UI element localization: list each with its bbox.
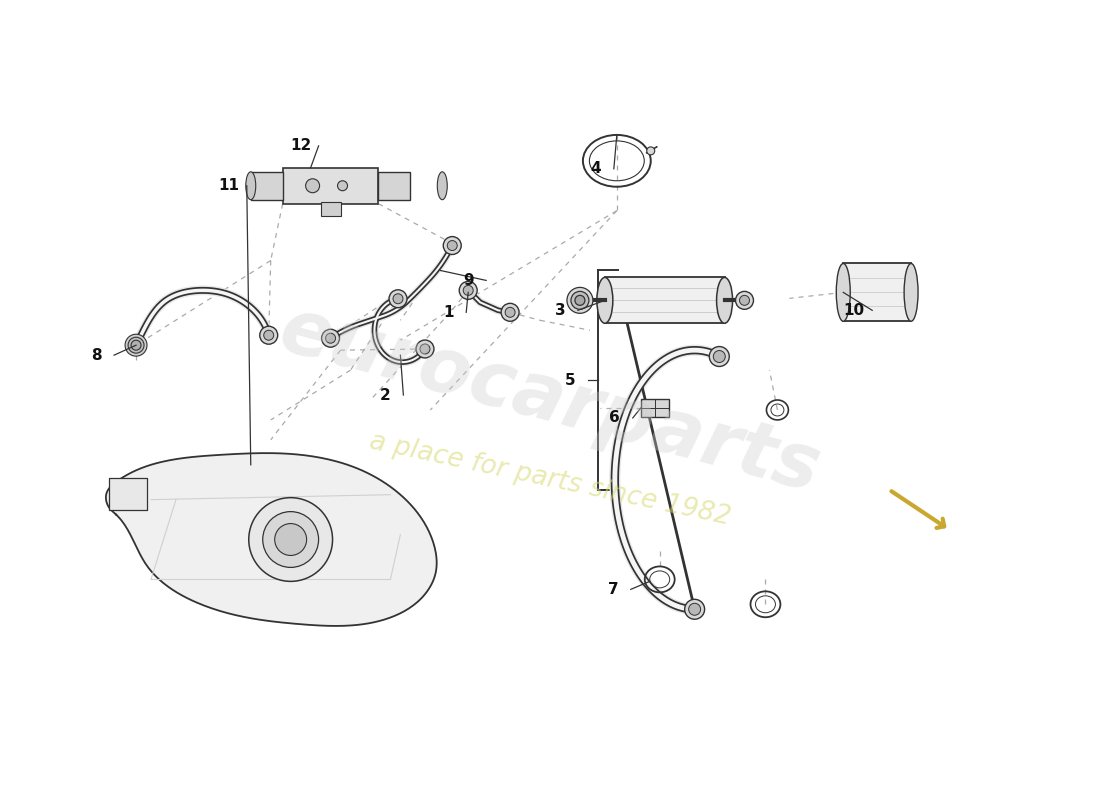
Circle shape [502, 303, 519, 322]
Circle shape [710, 346, 729, 366]
Circle shape [505, 307, 515, 318]
Text: 11: 11 [218, 178, 240, 194]
Ellipse shape [716, 278, 733, 323]
Text: 12: 12 [290, 138, 311, 154]
Bar [251, 172, 283, 200]
Circle shape [736, 291, 754, 310]
Circle shape [739, 295, 749, 306]
Circle shape [393, 294, 403, 304]
Text: 8: 8 [91, 348, 101, 362]
Bar [109, 478, 147, 510]
Ellipse shape [597, 278, 613, 323]
Bar [378, 172, 410, 200]
Circle shape [416, 340, 433, 358]
Circle shape [306, 178, 320, 193]
Text: 7: 7 [607, 582, 618, 597]
Circle shape [389, 290, 407, 308]
Ellipse shape [904, 263, 918, 322]
Circle shape [321, 330, 340, 347]
Polygon shape [106, 453, 437, 626]
Circle shape [571, 291, 588, 310]
Circle shape [260, 326, 277, 344]
Circle shape [131, 340, 141, 350]
Text: 1: 1 [443, 305, 453, 320]
Bar [641, 399, 669, 417]
Circle shape [713, 350, 725, 362]
Circle shape [420, 344, 430, 354]
Circle shape [338, 181, 348, 190]
Bar [605, 278, 725, 323]
Circle shape [264, 330, 274, 340]
Bar [283, 168, 378, 204]
Circle shape [326, 334, 336, 343]
Circle shape [443, 237, 461, 254]
Circle shape [689, 603, 701, 615]
Text: 6: 6 [609, 410, 620, 426]
Circle shape [249, 498, 332, 582]
Text: 10: 10 [844, 303, 865, 318]
Circle shape [459, 282, 477, 299]
Text: eurocarparts: eurocarparts [272, 292, 828, 508]
Circle shape [684, 599, 705, 619]
Circle shape [263, 512, 319, 567]
Circle shape [575, 295, 585, 306]
Circle shape [448, 241, 458, 250]
Bar [844, 263, 911, 322]
Bar [320, 202, 341, 216]
Text: a place for parts since 1982: a place for parts since 1982 [367, 429, 733, 530]
Circle shape [463, 286, 473, 295]
Text: 5: 5 [564, 373, 575, 387]
Circle shape [125, 334, 147, 356]
Circle shape [566, 287, 593, 314]
Circle shape [275, 523, 307, 555]
Text: 2: 2 [379, 387, 390, 402]
Ellipse shape [438, 172, 448, 200]
Text: 3: 3 [554, 303, 565, 318]
Ellipse shape [836, 263, 850, 322]
Circle shape [647, 147, 654, 155]
Text: 4: 4 [591, 162, 602, 176]
Circle shape [128, 338, 144, 353]
Ellipse shape [245, 172, 255, 200]
Text: 9: 9 [463, 273, 473, 288]
